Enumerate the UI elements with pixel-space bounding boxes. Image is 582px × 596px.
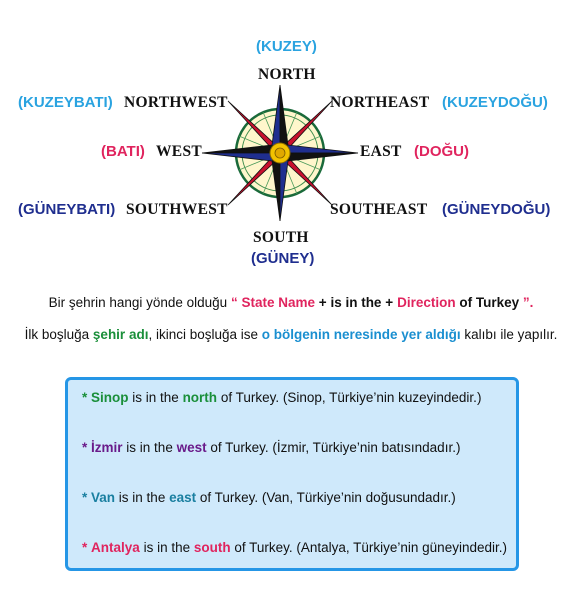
example-text: of Turkey. (İzmir, Türkiye’nin batısında…: [206, 440, 461, 455]
example-direction: east: [169, 490, 197, 505]
example-city: Antalya: [91, 540, 140, 555]
north-turkish-label: (KUZEY): [256, 38, 317, 55]
southeast-turkish-label: (GÜNEYDOĞU): [442, 201, 551, 218]
state-name-keyword: State Name: [241, 295, 316, 310]
example-sentence: * Van is in the east of Turkey. (Van, Tü…: [82, 490, 456, 505]
of-turkey-text: of Turkey: [459, 295, 520, 310]
direction-keyword: Direction: [397, 295, 456, 310]
example-text: of Turkey. (Sinop, Türkiye’nin kuzeyinde…: [217, 390, 482, 405]
east-label: EAST: [360, 143, 402, 160]
bullet-star: *: [82, 390, 88, 405]
quote-open: “: [230, 295, 238, 310]
example-text: is in the: [128, 390, 183, 405]
is-in-the-text: is in the: [330, 295, 382, 310]
northwest-label: NORTHWEST: [124, 94, 228, 111]
west-label: WEST: [156, 143, 202, 160]
south-turkish-label: (GÜNEY): [251, 250, 315, 267]
plus-sign: +: [318, 295, 327, 310]
city-name-keyword: şehir adı: [92, 327, 149, 342]
example-direction: north: [182, 390, 218, 405]
example-direction: west: [176, 440, 207, 455]
northwest-turkish-label: (KUZEYBATI): [18, 94, 113, 111]
bullet-star: *: [82, 440, 88, 455]
rule-text: İlk boşluğa: [24, 327, 90, 342]
example-text: is in the: [122, 440, 177, 455]
example-city: İzmir: [91, 440, 123, 455]
example-city: Van: [91, 490, 116, 505]
southwest-label: SOUTHWEST: [126, 201, 228, 218]
compass-rose-icon: [201, 84, 359, 222]
rule-line-2: İlk boşluğa şehir adı, ikinci boşluğa is…: [0, 327, 582, 342]
bullet-star: *: [82, 490, 88, 505]
rule-text: Bir şehrin hangi yönde olduğu: [48, 295, 228, 310]
example-text: is in the: [115, 490, 170, 505]
southwest-turkish-label: (GÜNEYBATI): [18, 201, 116, 218]
rule-line-1: Bir şehrin hangi yönde olduğu “ State Na…: [0, 295, 582, 310]
bullet-star: *: [82, 540, 88, 555]
example-city: Sinop: [91, 390, 129, 405]
example-sentence: * Antalya is in the south of Turkey. (An…: [82, 540, 507, 555]
south-label: SOUTH: [253, 229, 309, 246]
rule-text: , ikinci boşluğa ise: [148, 327, 259, 342]
east-turkish-label: (DOĞU): [414, 143, 469, 160]
example-text: is in the: [139, 540, 194, 555]
southeast-label: SOUTHEAST: [330, 201, 428, 218]
rule-text: kalıbı ile yapılır.: [464, 327, 558, 342]
northeast-label: NORTHEAST: [330, 94, 430, 111]
example-text: of Turkey. (Antalya, Türkiye’nin güneyin…: [230, 540, 507, 555]
example-direction: south: [193, 540, 231, 555]
examples-box: * Sinop is in the north of Turkey. (Sino…: [65, 377, 519, 571]
example-sentence: * Sinop is in the north of Turkey. (Sino…: [82, 390, 481, 405]
quote-close: ”.: [522, 295, 534, 310]
west-turkish-label: (BATI): [101, 143, 145, 160]
northeast-turkish-label: (KUZEYDOĞU): [442, 94, 548, 111]
example-sentence: * İzmir is in the west of Turkey. (İzmir…: [82, 440, 460, 455]
example-text: of Turkey. (Van, Türkiye’nin doğusundadı…: [196, 490, 456, 505]
region-keyword: o bölgenin neresinde yer aldığı: [261, 327, 461, 342]
plus-sign: +: [385, 295, 394, 310]
north-label: NORTH: [258, 66, 316, 83]
